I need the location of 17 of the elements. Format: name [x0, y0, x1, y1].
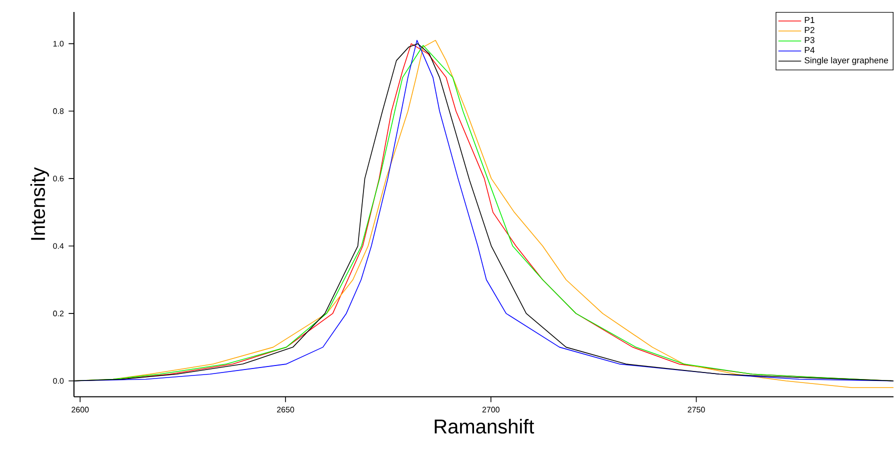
- legend-label: P2: [804, 27, 814, 34]
- legend-label: P4: [804, 47, 815, 54]
- x-axis-title: Ramanshift: [434, 419, 534, 434]
- x-tick-label: 2700: [482, 406, 500, 413]
- legend-label: P3: [804, 37, 814, 44]
- legend-label: P1: [804, 17, 814, 24]
- legend-label: Single layer graphene: [804, 57, 888, 66]
- y-axis-title: Intensity: [30, 167, 49, 240]
- y-tick-label: 0.2: [53, 310, 64, 316]
- x-tick-label: 2750: [688, 406, 705, 413]
- y-tick-label: 0.4: [53, 243, 64, 249]
- y-tick-label: 0.0: [53, 378, 64, 384]
- x-tick-label: 2600: [72, 406, 89, 413]
- x-tick-label: 2650: [277, 406, 294, 413]
- y-tick-label: 1.0: [53, 41, 64, 47]
- y-tick-label: 0.8: [53, 108, 64, 114]
- y-tick-label: 0.6: [53, 176, 64, 182]
